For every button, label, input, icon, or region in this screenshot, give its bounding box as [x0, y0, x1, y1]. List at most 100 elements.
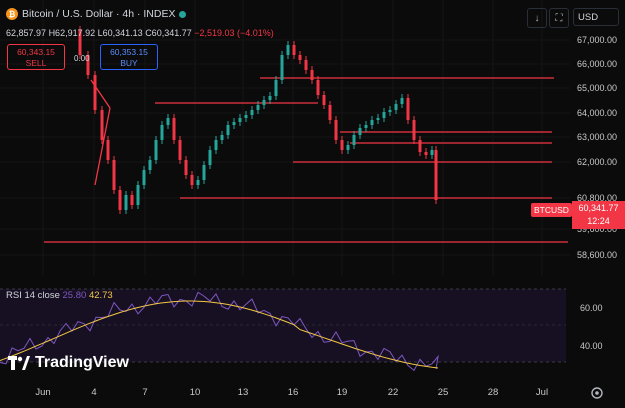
logo-text: TradingView: [35, 354, 129, 371]
rsi-ma-line: [0, 300, 439, 369]
last-price: 60,341.77: [578, 203, 619, 213]
price-axis-label: 60,800.00: [576, 193, 617, 203]
sell-button[interactable]: 60,343.15 SELL: [7, 44, 65, 70]
rsi-title: RSI 14 close: [6, 290, 60, 301]
candle-body: [388, 110, 392, 112]
candle-body: [100, 110, 104, 140]
time-axis[interactable]: Jun 4 7 10 13 16 19 22 25 28 Jul: [0, 383, 570, 403]
time-axis-label: Jun: [35, 387, 51, 398]
low-value: L60,341.13: [97, 28, 143, 38]
candle-body: [340, 140, 344, 150]
candle-body: [268, 96, 272, 100]
candle-body: [418, 140, 422, 152]
rsi-ma-value: 42.73: [88, 290, 113, 301]
download-icon: ↓: [534, 12, 540, 24]
candle-body: [190, 175, 194, 185]
candle-body: [310, 70, 314, 80]
candle-body: [406, 98, 410, 120]
candle-body: [394, 104, 398, 110]
symbol-title: Bitcoin / U.S. Dollar · 4h · INDEX: [22, 8, 176, 20]
candle-body: [112, 160, 116, 190]
candle-body: [118, 190, 122, 210]
time-axis-label: 25: [437, 387, 449, 398]
candle-body: [208, 150, 212, 165]
rsi-line: [0, 291, 439, 372]
settings-gear-icon[interactable]: [590, 386, 604, 400]
candle-body: [304, 60, 308, 70]
rsi-legend[interactable]: RSI 14 close 25.80 42.73: [6, 290, 113, 301]
fullscreen-icon: ⛶: [555, 12, 563, 24]
rsi-axis-label: 40.00: [580, 341, 603, 351]
candle-body: [274, 80, 278, 96]
price-axis-label: 58,600.00: [576, 250, 617, 260]
tradingview-logo[interactable]: TradingView: [8, 354, 129, 372]
buy-label: BUY: [120, 58, 138, 68]
fullscreen-button[interactable]: ⛶: [549, 8, 569, 28]
price-axis-label: 63,000.00: [576, 132, 617, 142]
candle-body: [244, 115, 248, 118]
rsi-axis-label: 60.00: [580, 303, 603, 313]
sell-label: SELL: [25, 58, 47, 68]
candle-body: [130, 195, 134, 205]
trend-line: [94, 107, 111, 186]
candle-body: [262, 100, 266, 105]
time-axis-label: 13: [237, 387, 249, 398]
candle-body: [364, 125, 368, 128]
candle-body: [376, 118, 380, 120]
price-axis-label: 65,000.00: [576, 83, 617, 93]
candle-body: [358, 128, 362, 135]
candle-body: [412, 120, 416, 140]
candle-body: [160, 125, 164, 140]
sell-price: 60,343.15: [17, 47, 55, 57]
candle-body: [220, 135, 224, 140]
time-axis-label: 4: [91, 387, 97, 398]
high-value: H62,917.92: [48, 28, 96, 38]
candle-body: [148, 160, 152, 170]
download-button[interactable]: ↓: [527, 8, 547, 28]
rsi-pane[interactable]: 60.00 40.00: [0, 279, 625, 379]
bitcoin-icon: ₿: [6, 8, 18, 20]
market-status-icon: [179, 10, 187, 18]
price-axis-label: 62,000.00: [576, 157, 617, 167]
spread-value: 0.00: [74, 54, 90, 63]
candle-body: [202, 165, 206, 180]
time-axis-label: Jul: [535, 387, 549, 398]
candle-body: [316, 80, 320, 95]
candle-body: [256, 105, 260, 110]
candle-body: [184, 160, 188, 175]
time-axis-label: 19: [336, 387, 348, 398]
candle-body: [382, 112, 386, 118]
price-axis-label: 59,600.00: [576, 224, 617, 234]
candle-body: [346, 145, 350, 150]
candle-body: [434, 150, 438, 200]
time-axis-label: 28: [487, 387, 499, 398]
candle-body: [154, 140, 158, 160]
currency-label: USD: [578, 12, 599, 23]
candle-body: [106, 140, 110, 160]
candle-body: [298, 55, 302, 60]
last-price-tag: 60,341.77 12:24: [572, 201, 625, 229]
buy-button[interactable]: 60,353.15 BUY: [100, 44, 158, 70]
price-axis-label: 64,000.00: [576, 108, 617, 118]
ohlc-values: 62,857.97 H62,917.92 L60,341.13 C60,341.…: [6, 28, 274, 38]
candle-body: [328, 105, 332, 120]
candle-body: [400, 98, 404, 104]
candle-body: [178, 140, 182, 160]
candle-body: [352, 135, 356, 145]
symbol-price-tag: BTCUSD: [531, 203, 572, 217]
symbol-header[interactable]: ₿ Bitcoin / U.S. Dollar · 4h · INDEX: [6, 8, 187, 20]
candle-body: [78, 30, 82, 55]
close-value: C60,341.77: [145, 28, 192, 38]
tradingview-icon: [8, 356, 30, 370]
candle-body: [286, 45, 290, 55]
candle-body: [172, 118, 176, 140]
time-axis-label: 22: [387, 387, 399, 398]
currency-selector[interactable]: USD: [573, 8, 619, 26]
candle-body: [430, 150, 434, 155]
buy-price: 60,353.15: [110, 47, 148, 57]
candle-body: [238, 118, 242, 122]
price-axis[interactable]: 67,000.00 66,000.00 65,000.00 64,000.00 …: [572, 0, 625, 275]
time-axis-label: 10: [189, 387, 201, 398]
price-pane[interactable]: [0, 0, 625, 275]
